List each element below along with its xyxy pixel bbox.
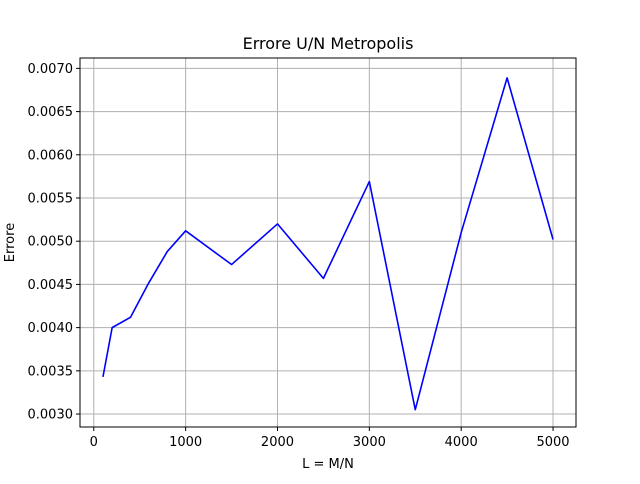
y-tick-label: 0.0040 xyxy=(28,321,74,336)
axis-ticks: 0 1000 2000 3000 4000 5000 0.0030 0.0035 0.0040 0… xyxy=(28,62,570,450)
x-tick-label: 3000 xyxy=(353,435,386,450)
x-tick-label: 2000 xyxy=(261,435,294,450)
x-tick-label: 1000 xyxy=(169,435,202,450)
y-tick-label: 0.0045 xyxy=(28,278,74,293)
x-axis-label: L = M/N xyxy=(302,457,354,472)
y-tick-label: 0.0070 xyxy=(28,62,74,77)
plot-frame xyxy=(79,57,577,428)
y-tick-label: 0.0065 xyxy=(28,105,74,120)
x-tick-label: 5000 xyxy=(536,435,569,450)
y-tick-label: 0.0030 xyxy=(28,408,74,423)
x-tick-label: 4000 xyxy=(445,435,478,450)
chart-title: Errore U/N Metropolis xyxy=(243,34,414,53)
y-tick-label: 0.0035 xyxy=(28,364,74,379)
y-tick-label: 0.0050 xyxy=(28,235,74,250)
grid-lines xyxy=(80,58,576,427)
y-tick-label: 0.0055 xyxy=(28,191,74,206)
series-line xyxy=(102,77,554,411)
series-layer xyxy=(102,77,554,411)
y-tick-label: 0.0060 xyxy=(28,148,74,163)
y-axis-label: Errore xyxy=(3,223,18,262)
x-tick-label: 0 xyxy=(90,435,98,450)
